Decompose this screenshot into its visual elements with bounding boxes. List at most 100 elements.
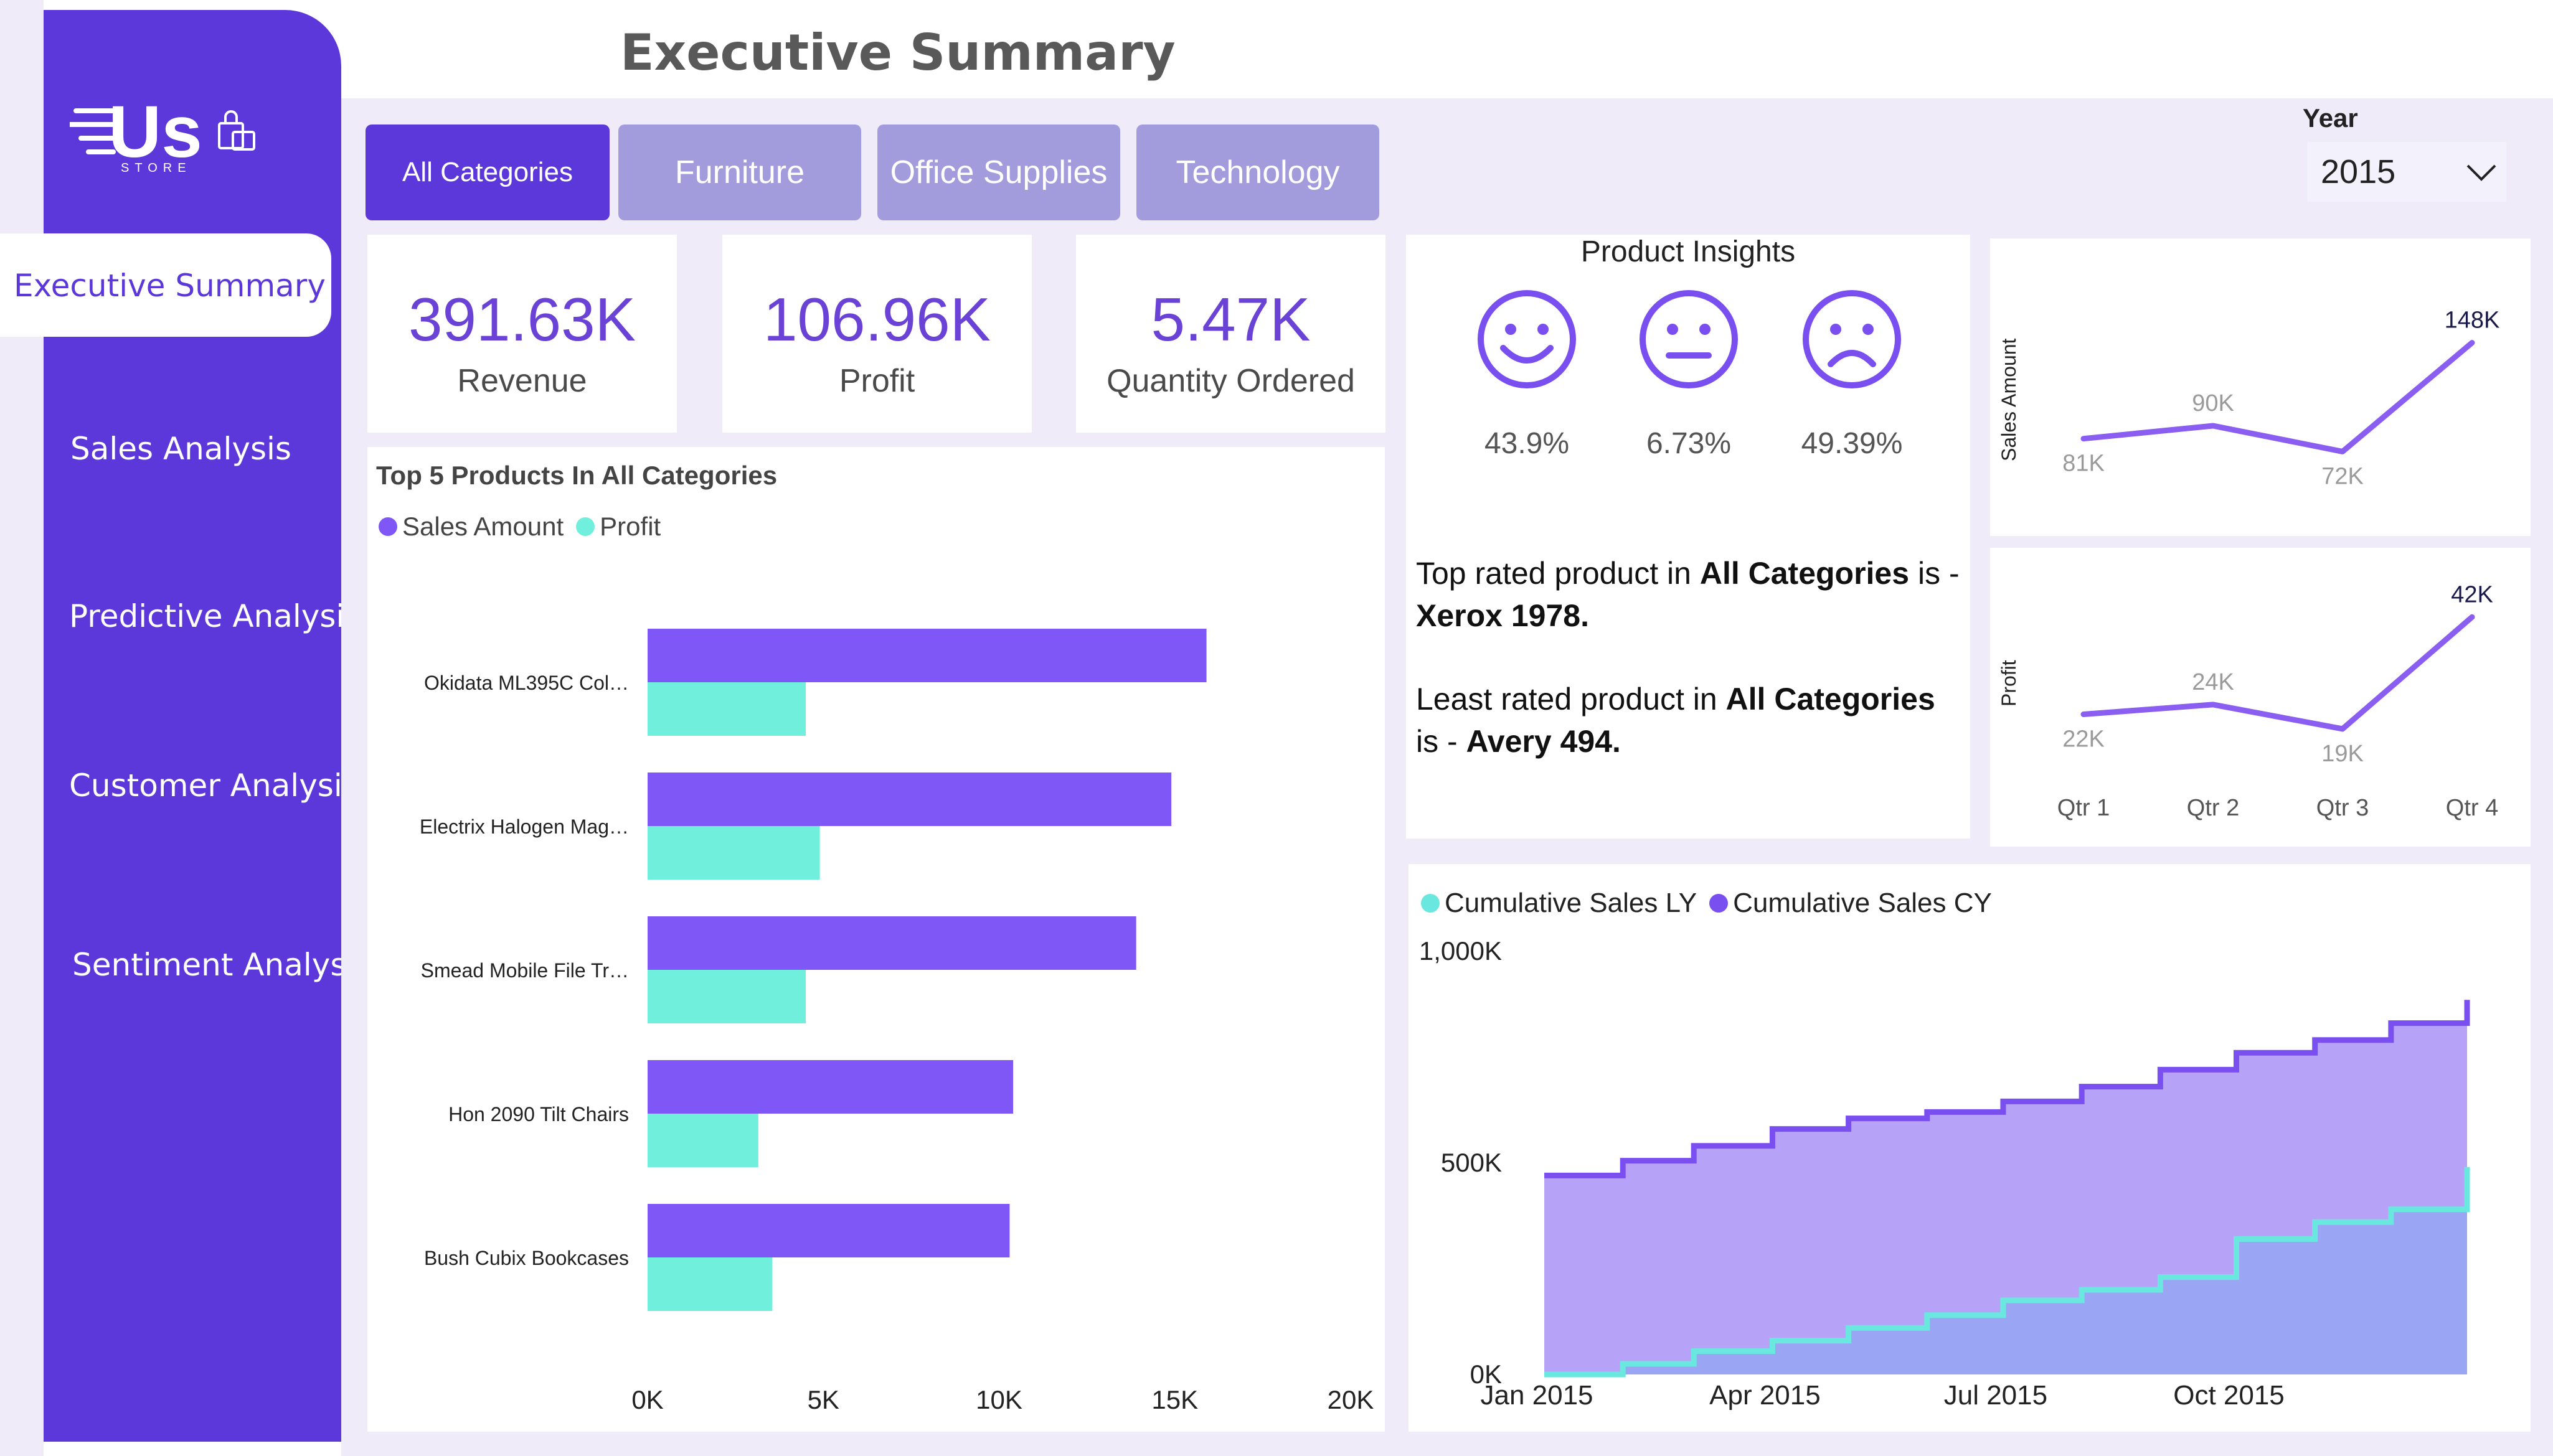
legend-label-cy: Cumulative Sales CY <box>1733 888 1992 918</box>
kpi-value: 5.47K <box>1151 285 1311 354</box>
kpi-card-quantity: 5.47K Quantity Ordered <box>1076 235 1385 433</box>
data-label: 81K <box>2062 451 2105 477</box>
x-tick-label: Jan 2015 <box>1480 1380 1593 1411</box>
bar-profit <box>648 970 806 1023</box>
sad-face-icon <box>1803 290 1901 388</box>
bar-profit <box>648 682 806 736</box>
logo-text: Us <box>108 91 202 173</box>
sidebar-item-sales-analysis[interactable]: Sales Analysis <box>70 431 291 467</box>
area-legend: Cumulative Sales LY Cumulative Sales CY <box>1421 888 1992 919</box>
line-cy <box>1544 1000 2470 1178</box>
top-products-chart-card: Top 5 Products In All Categories Sales A… <box>367 447 1385 1432</box>
data-label: 42K <box>2451 581 2493 608</box>
top-rated-prefix: Top rated product in <box>1416 556 1700 591</box>
bar-sales <box>648 916 1136 970</box>
category-label: Hon 2090 Tilt Chairs <box>448 1103 629 1125</box>
insights-title: Product Insights <box>1580 235 1796 268</box>
legend-label-sales: Sales Amount <box>402 512 564 541</box>
data-label: 24K <box>2192 669 2234 695</box>
sidebar-item-predictive-analysis[interactable]: Predictive Analysis <box>69 598 361 634</box>
legend-swatch-sales <box>379 517 397 536</box>
bar-profit <box>648 1114 758 1167</box>
quarterly-sales-card: Sales Amount 81K 90K 72K 148K <box>1990 238 2531 536</box>
chevron-down-icon <box>2466 164 2496 181</box>
area-chart-plot: 0K 500K 1,000K Jan 2015 Apr 2015 Jul 2015 Oct … <box>1419 936 2470 1411</box>
x-tick-label: Qtr 4 <box>2446 795 2498 821</box>
tab-furniture[interactable]: Furniture <box>618 124 861 220</box>
top-rated-product: Xerox 1978. <box>1416 598 1589 633</box>
least-rated-prefix: Least rated product in <box>1416 682 1726 716</box>
quarterly-profit-card: Profit 22K 24K 19K 42K Qtr 1 Qtr 2 Qtr 3 Qtr 4 <box>1990 548 2531 847</box>
x-tick-label: 10K <box>976 1385 1022 1414</box>
product-insights-card: Product Insights 43.9% 6.73% 49.39% Top … <box>1406 235 1970 838</box>
tab-office-supplies[interactable]: Office Supplies <box>877 124 1120 220</box>
category-label: Bush Cubix Bookcases <box>424 1247 629 1269</box>
bar-sales <box>648 773 1172 826</box>
top-rated-text: Top rated product in All Categories is -… <box>1416 552 1964 637</box>
happy-face-icon <box>1478 290 1576 388</box>
cumulative-sales-card: Cumulative Sales LY Cumulative Sales CY … <box>1409 864 2531 1432</box>
data-label: 22K <box>2062 726 2105 753</box>
sidebar-item-customer-analysis[interactable]: Customer Analysis <box>69 768 359 804</box>
legend-label-profit: Profit <box>600 512 661 541</box>
kpi-label: Quantity Ordered <box>1107 363 1355 399</box>
legend-label-ly: Cumulative Sales LY <box>1445 888 1697 918</box>
line-ly <box>1544 1167 2470 1378</box>
x-tick-label: 20K <box>1328 1385 1374 1414</box>
tab-technology[interactable]: Technology <box>1136 124 1379 220</box>
x-tick-label: Apr 2015 <box>1709 1380 1821 1411</box>
y-tick-label: 0K <box>1470 1360 1502 1389</box>
sidebar <box>44 10 341 1442</box>
data-label: 148K <box>2445 308 2500 334</box>
sentiment-negative-value: 49.39% <box>1801 427 1903 460</box>
x-tick-label: Qtr 1 <box>2057 795 2110 821</box>
category-label: Smead Mobile File Tr… <box>421 959 629 982</box>
y-tick-label: 1,000K <box>1419 936 1502 965</box>
kpi-card-revenue: 391.63K Revenue <box>367 235 677 433</box>
least-rated-text: Least rated product in All Categories is… <box>1416 678 1964 763</box>
top-rated-category: All Categories <box>1699 556 1910 591</box>
data-label: 90K <box>2192 390 2234 416</box>
series-line <box>2080 614 2475 732</box>
logo-subtext: STORE <box>121 161 192 174</box>
sidebar-item-sentiment-analysis[interactable]: Sentiment Analysis <box>72 947 372 983</box>
sidebar-gutter <box>0 0 44 1456</box>
top-rated-mid: is - <box>1909 556 1960 591</box>
series-line <box>2080 340 2475 454</box>
category-label: Okidata ML395C Col… <box>424 672 629 694</box>
bar-chart-plot: Okidata ML395C Col… Electrix Halogen Mag…… <box>420 629 1374 1414</box>
bar-sales <box>648 1204 1010 1257</box>
legend-swatch-ly <box>1421 894 1440 913</box>
x-tick-label: Jul 2015 <box>1944 1380 2047 1411</box>
sentiment-neutral-value: 6.73% <box>1646 427 1732 460</box>
logo-graphic: Us STORE <box>67 91 255 175</box>
year-dropdown[interactable]: 2015 <box>2307 142 2506 202</box>
sentiment-positive-value: 43.9% <box>1484 427 1570 460</box>
x-tick-label: Qtr 3 <box>2316 795 2369 821</box>
data-label: 72K <box>2321 463 2364 489</box>
year-filter-label: Year <box>2303 103 2358 133</box>
chart-legend: Sales Amount Profit <box>379 512 661 542</box>
sidebar-item-executive-summary[interactable]: Executive Summary <box>14 268 326 304</box>
x-tick-label: Oct 2015 <box>2173 1380 2285 1411</box>
x-tick-label: 5K <box>808 1385 839 1414</box>
chart-title: Top 5 Products In All Categories <box>376 461 778 490</box>
x-tick-label: 0K <box>631 1385 663 1414</box>
area-ly <box>1544 1167 2467 1374</box>
least-rated-mid: is - <box>1416 724 1466 759</box>
least-rated-category: All Categories <box>1725 682 1935 716</box>
legend-swatch-cy <box>1709 894 1729 913</box>
kpi-value: 391.63K <box>408 285 636 354</box>
year-dropdown-value: 2015 <box>2321 153 2396 190</box>
bar-profit <box>648 1257 773 1311</box>
legend-swatch-profit <box>576 517 595 536</box>
sidebar-item-active-bg[interactable] <box>0 233 331 337</box>
profit-line-chart: 22K 24K 19K 42K Qtr 1 Qtr 2 Qtr 3 Qtr 4 <box>2057 581 2498 821</box>
data-label: 19K <box>2321 741 2364 767</box>
neutral-face-icon <box>1640 290 1738 388</box>
tab-all-categories[interactable]: All Categories <box>366 124 610 220</box>
store-logo: Us STORE <box>67 87 263 175</box>
x-tick-label: 15K <box>1151 1385 1198 1414</box>
kpi-label: Profit <box>839 363 915 399</box>
